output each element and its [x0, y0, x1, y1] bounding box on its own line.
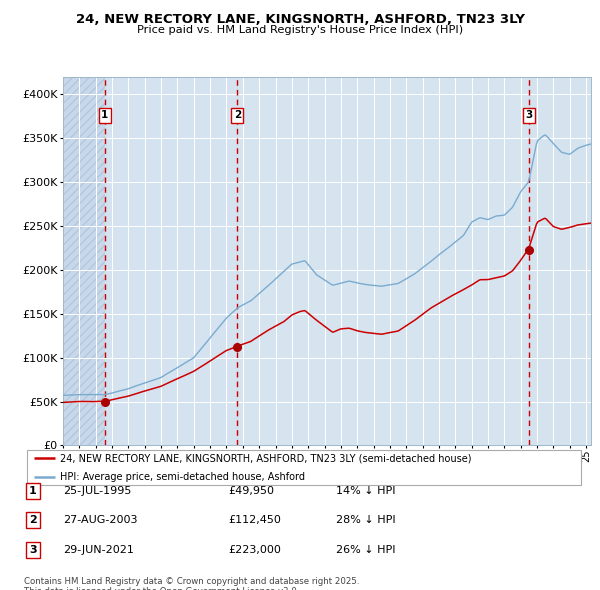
Text: £49,950: £49,950 — [228, 486, 274, 496]
Text: £223,000: £223,000 — [228, 545, 281, 555]
Text: 27-AUG-2003: 27-AUG-2003 — [63, 516, 137, 525]
Text: 3: 3 — [525, 110, 532, 120]
Bar — [237, 77, 529, 445]
Text: 2: 2 — [29, 516, 37, 525]
Bar — [529, 77, 591, 445]
Text: 1: 1 — [29, 486, 37, 496]
Text: 25-JUL-1995: 25-JUL-1995 — [63, 486, 131, 496]
FancyBboxPatch shape — [27, 450, 581, 485]
Text: 24, NEW RECTORY LANE, KINGSNORTH, ASHFORD, TN23 3LY: 24, NEW RECTORY LANE, KINGSNORTH, ASHFOR… — [76, 13, 524, 26]
Text: 29-JUN-2021: 29-JUN-2021 — [63, 545, 134, 555]
Bar — [105, 77, 237, 445]
Text: 26% ↓ HPI: 26% ↓ HPI — [336, 545, 395, 555]
Text: £112,450: £112,450 — [228, 516, 281, 525]
Text: 3: 3 — [29, 545, 37, 555]
Text: 14% ↓ HPI: 14% ↓ HPI — [336, 486, 395, 496]
Text: HPI: Average price, semi-detached house, Ashford: HPI: Average price, semi-detached house,… — [61, 472, 305, 482]
Text: 24, NEW RECTORY LANE, KINGSNORTH, ASHFORD, TN23 3LY (semi-detached house): 24, NEW RECTORY LANE, KINGSNORTH, ASHFOR… — [61, 453, 472, 463]
Text: 1: 1 — [101, 110, 109, 120]
Text: 2: 2 — [233, 110, 241, 120]
Text: Contains HM Land Registry data © Crown copyright and database right 2025.
This d: Contains HM Land Registry data © Crown c… — [24, 577, 359, 590]
Text: Price paid vs. HM Land Registry's House Price Index (HPI): Price paid vs. HM Land Registry's House … — [137, 25, 463, 35]
Bar — [63, 77, 105, 445]
Text: 28% ↓ HPI: 28% ↓ HPI — [336, 516, 395, 525]
